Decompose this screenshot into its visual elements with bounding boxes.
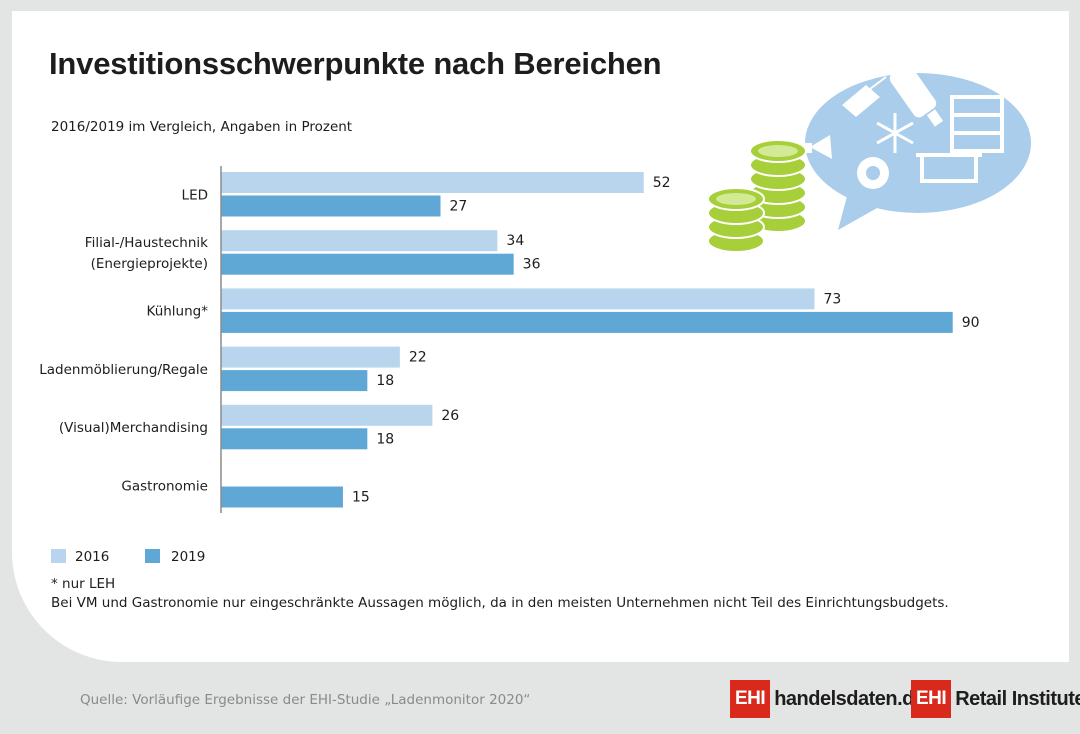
- data-label-2016: 73: [823, 291, 841, 307]
- bar-2019: [221, 253, 514, 275]
- bar-2019: [221, 486, 343, 508]
- legend-label-2016: 2016: [75, 549, 110, 565]
- category-label: (Visual)Merchandising: [59, 420, 208, 436]
- logo-ehi-retail: EHI Retail Institute®: [911, 680, 1080, 718]
- bar-2019: [221, 311, 953, 333]
- data-label-2019: 90: [962, 315, 980, 331]
- data-label-2016: 52: [653, 175, 671, 191]
- price-tag-icon: [842, 76, 887, 117]
- chart-subtitle: 2016/2019 im Vergleich, Angaben in Proze…: [51, 119, 353, 135]
- shelf-icon: [950, 95, 1004, 153]
- source-note: Quelle: Vorläufige Ergebnisse der EHI-St…: [80, 692, 531, 708]
- logo-handelsdaten-box: EHI: [730, 680, 771, 718]
- megaphone-icon: [804, 135, 832, 159]
- bar-2016: [221, 230, 498, 252]
- logo-ehi-retail-text: Retail Institute®: [955, 688, 1080, 711]
- category-label: Kühlung*: [147, 304, 209, 320]
- data-label-2019: 18: [376, 431, 394, 447]
- footnote-1: * nur LEH: [51, 576, 116, 592]
- bar-2016: [221, 404, 433, 426]
- led-bulb-icon: [889, 64, 944, 127]
- bar-2016: [221, 346, 400, 368]
- gear-icon: [857, 157, 889, 189]
- coins-icon: [707, 139, 807, 253]
- logo-handelsdaten-text: handelsdaten.de: [774, 687, 925, 710]
- logo-handelsdaten: EHI handelsdaten.de: [730, 680, 925, 718]
- legend-swatch-2016: [51, 549, 66, 563]
- legend-swatch-2019: [145, 549, 160, 563]
- data-label-2019: 27: [450, 199, 468, 215]
- footnote-2: Bei VM und Gastronomie nur eingeschränkt…: [51, 595, 949, 611]
- data-label-2019: 15: [352, 490, 370, 506]
- chart-title: Investitionsschwerpunkte nach Bereichen: [49, 46, 662, 81]
- data-label-2019: 36: [523, 257, 541, 273]
- logo-ehi-retail-name: Retail Institute: [955, 687, 1080, 710]
- category-label: Gastronomie: [121, 478, 208, 494]
- bar-2016: [221, 172, 644, 193]
- snowflake-icon: [876, 113, 914, 153]
- counter-icon: [916, 153, 982, 183]
- bar-2019: [221, 195, 441, 217]
- category-label: LED: [182, 187, 208, 203]
- category-label: Filial-/Haustechnik (Energieprojekte): [85, 235, 208, 272]
- bar-2016: [221, 288, 815, 310]
- bar-2019: [221, 370, 368, 392]
- data-label-2016: 34: [506, 233, 524, 249]
- bar-2019: [221, 428, 368, 450]
- category-label: Ladenmöblierung/Regale: [39, 362, 208, 378]
- data-label-2016: 26: [441, 408, 459, 424]
- data-label-2019: 18: [376, 373, 394, 389]
- logo-ehi-retail-box: EHI: [911, 680, 952, 718]
- data-label-2016: 22: [409, 350, 427, 366]
- illustration: [707, 64, 1031, 253]
- legend-label-2019: 2019: [171, 549, 206, 565]
